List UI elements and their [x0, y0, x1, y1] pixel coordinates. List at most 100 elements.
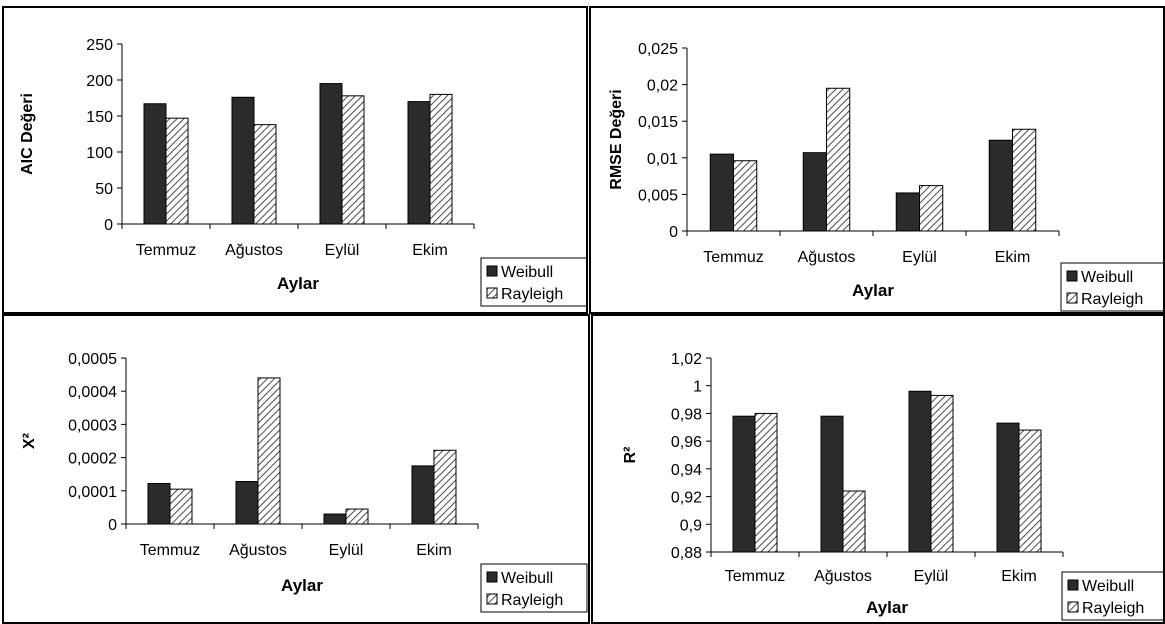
y-tick-label: 0,94 — [671, 462, 702, 479]
y-tick-label: 0,88 — [671, 545, 702, 562]
x-category-label: Ekim — [416, 542, 452, 559]
bar-rayleigh-2 — [345, 508, 369, 525]
x-axis-title: Aylar — [852, 281, 894, 300]
bar-weibull-2 — [323, 513, 347, 525]
bar-weibull-3 — [407, 101, 431, 225]
bar-rayleigh-3 — [433, 449, 457, 525]
bar-weibull-2 — [319, 83, 343, 225]
y-tick-label: 0,01 — [647, 151, 678, 168]
bar-rayleigh-2 — [919, 185, 944, 232]
bar-weibull-2 — [895, 192, 920, 232]
chart-svg: 0 0,005 0,01 0,015 0,02 0,025 Temmuz Ağustos Eyl… — [608, 41, 1163, 312]
y-tick-label: 0 — [104, 217, 113, 234]
legend-box — [1060, 262, 1163, 312]
bar-rayleigh-1 — [257, 377, 281, 525]
y-tick-label: 0,005 — [638, 187, 678, 204]
x-category-label: Temmuz — [140, 542, 200, 559]
legend-box — [480, 257, 586, 307]
x-category-label: Eylül — [329, 542, 364, 559]
legend-swatch-rayleigh — [1067, 601, 1079, 613]
legend-label-weibull: Weibull — [501, 264, 553, 281]
x-category-label: Eylül — [325, 242, 360, 259]
x-axis-title: Aylar — [281, 576, 323, 595]
legend-label-rayleigh: Rayleigh — [501, 286, 563, 303]
bar-weibull-0 — [709, 153, 734, 232]
y-axis-title: R² — [622, 447, 639, 464]
legend-box — [1061, 571, 1163, 621]
x-category-label: Ekim — [412, 242, 448, 259]
y-tick-label: 0 — [669, 224, 678, 241]
bar-rayleigh-3 — [1012, 128, 1037, 232]
x-category-label: Eylül — [914, 568, 949, 585]
bar-rayleigh-0 — [165, 117, 189, 225]
bar-rayleigh-0 — [733, 160, 758, 232]
bar-weibull-3 — [411, 465, 435, 525]
legend: Weibull Rayleigh — [1060, 262, 1163, 312]
bar-weibull-2 — [908, 390, 932, 553]
bar-rayleigh-2 — [341, 95, 365, 225]
bar-weibull-1 — [235, 481, 259, 525]
y-tick-label: 0,9 — [680, 517, 702, 534]
x-category-label: Ağustos — [814, 568, 872, 585]
legend: Weibull Rayleigh — [1061, 571, 1163, 621]
x-axis-title: Aylar — [866, 598, 908, 617]
x-category-label: Ağustos — [798, 249, 856, 266]
y-tick-label: 0,02 — [647, 78, 678, 95]
x-category-label: Ağustos — [229, 542, 287, 559]
x-category-label: Ekim — [1001, 568, 1037, 585]
legend-label-weibull: Weibull — [1082, 578, 1134, 595]
bar-weibull-0 — [143, 103, 167, 225]
bar-weibull-0 — [732, 415, 756, 553]
legend-swatch-weibull — [486, 571, 498, 583]
legend: Weibull Rayleigh — [480, 257, 586, 307]
bar-weibull-1 — [231, 96, 255, 225]
y-tick-label: 0,015 — [638, 114, 678, 131]
chart-svg: 0,88 0,9 0,92 0,94 0,96 0,98 1 1,02 Temmuz Ağusto… — [622, 351, 1163, 621]
x-category-label: Eylül — [902, 249, 937, 266]
legend-label-rayleigh: Rayleigh — [1082, 600, 1144, 617]
bar-weibull-3 — [996, 422, 1020, 553]
x-axis-title: Aylar — [277, 274, 319, 293]
legend-swatch-weibull — [1067, 579, 1079, 591]
chart-panel-rmse: 0 0,005 0,01 0,015 0,02 0,025 Temmuz Ağustos Eyl… — [589, 6, 1165, 314]
y-tick-label: 200 — [86, 73, 113, 90]
y-tick-label: 250 — [86, 37, 113, 54]
chart-panel-r-squared: 0,88 0,9 0,92 0,94 0,96 0,98 1 1,02 Temmuz Ağusto… — [591, 314, 1165, 624]
y-tick-label: 0,025 — [638, 41, 678, 58]
x-category-label: Ağustos — [225, 242, 283, 259]
legend-label-weibull: Weibull — [501, 570, 553, 587]
x-category-label: Temmuz — [136, 242, 196, 259]
y-tick-label: 0,0002 — [68, 451, 117, 468]
bar-rayleigh-3 — [429, 93, 453, 225]
y-tick-label: 100 — [86, 145, 113, 162]
legend-swatch-rayleigh — [1066, 292, 1078, 304]
y-tick-label: 0,0003 — [68, 417, 117, 434]
legend-swatch-rayleigh — [486, 593, 498, 605]
chart-svg: 0 0,0001 0,0002 0,0003 0,0004 0,0005 Temmuz Ağu… — [21, 351, 588, 613]
x-category-label: Temmuz — [725, 568, 785, 585]
y-tick-label: 0,0005 — [68, 351, 117, 368]
bar-rayleigh-3 — [1018, 429, 1042, 553]
legend-label-rayleigh: Rayleigh — [501, 592, 563, 609]
y-tick-label: 0,98 — [671, 406, 702, 423]
y-axis-title: RMSE Değeri — [608, 89, 625, 189]
legend-label-rayleigh: Rayleigh — [1081, 291, 1143, 308]
y-tick-label: 1,02 — [671, 351, 702, 368]
chart-svg: 0 50 100 150 200 250 Temmuz Ağustos Eylül Ekim Ayl… — [19, 37, 586, 307]
legend-swatch-weibull — [486, 265, 498, 277]
y-tick-label: 50 — [95, 181, 113, 198]
bar-rayleigh-0 — [169, 488, 193, 525]
bar-weibull-1 — [802, 152, 827, 232]
bar-rayleigh-1 — [842, 490, 866, 553]
chart-panel-chi-square: 0 0,0001 0,0002 0,0003 0,0004 0,0005 Temmuz Ağu… — [2, 314, 590, 624]
legend-box — [480, 563, 588, 613]
chart-panel-aic: 0 50 100 150 200 250 Temmuz Ağustos Eylül Ekim Ayl… — [2, 6, 588, 314]
bar-rayleigh-0 — [754, 412, 778, 553]
legend: Weibull Rayleigh — [480, 563, 588, 613]
bar-weibull-3 — [988, 139, 1013, 232]
bar-rayleigh-2 — [930, 394, 954, 553]
x-category-label: Temmuz — [703, 249, 763, 266]
y-axis-title: Χ² — [21, 433, 38, 449]
legend-swatch-weibull — [1066, 270, 1078, 282]
